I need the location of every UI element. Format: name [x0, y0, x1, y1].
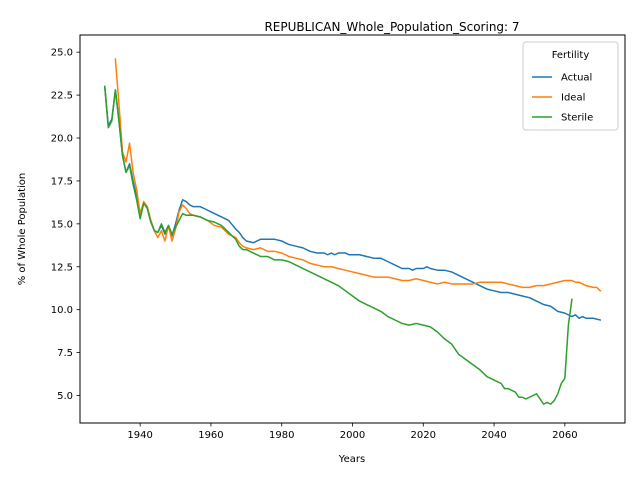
y-tick-label: 10.0: [51, 305, 73, 316]
chart-title: REPUBLICAN_Whole_Population_Scoring: 7: [264, 20, 519, 34]
x-tick-label: 1940: [127, 430, 152, 441]
x-tick-label: 2060: [552, 430, 577, 441]
series-line-sterile: [103, 85, 573, 405]
x-axis-label: Years: [338, 454, 365, 465]
legend-box: [522, 41, 619, 131]
legend-label-sterile: Sterile: [561, 113, 593, 124]
x-tick-label: 2040: [481, 430, 506, 441]
legend-label-actual: Actual: [561, 73, 592, 84]
y-axis: 5.0 7.5 10.0 12.5 15.0 17.5 20.0 22.5 25.0: [51, 48, 80, 402]
y-tick-label: 7.5: [57, 348, 73, 359]
legend-label-ideal: Ideal: [561, 93, 585, 104]
series-layer: [103, 58, 602, 405]
series-line-ideal: [114, 58, 602, 292]
legend-title: Fertility: [552, 50, 590, 61]
y-tick-label: 17.5: [51, 176, 73, 187]
y-tick-label: 25.0: [51, 48, 73, 59]
legend: Fertility Actual Ideal Sterile: [522, 41, 619, 131]
x-axis: 1940 1960 1980 2000 2020 2040 2060: [127, 423, 578, 441]
x-tick-label: 2000: [340, 430, 365, 441]
y-tick-label: 22.5: [51, 91, 73, 102]
y-tick-label: 5.0: [57, 391, 73, 402]
y-tick-label: 12.5: [51, 262, 73, 273]
y-tick-label: 15.0: [51, 219, 73, 230]
x-tick-label: 2020: [411, 430, 436, 441]
y-tick-label: 20.0: [51, 134, 73, 145]
x-tick-label: 1980: [269, 430, 294, 441]
y-axis-label: % of Whole Population: [17, 173, 28, 286]
x-tick-label: 1960: [198, 430, 223, 441]
